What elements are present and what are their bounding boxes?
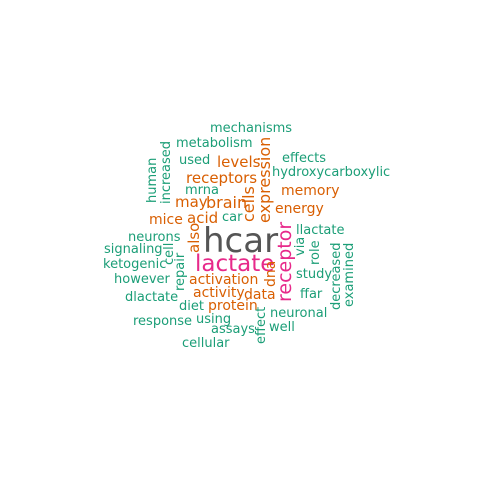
word-protein: protein: [208, 298, 258, 314]
word-llactate: llactate: [296, 223, 345, 238]
word-effects: effects: [282, 151, 326, 166]
word-brain: brain: [206, 193, 248, 212]
word-mice: mice: [149, 212, 183, 228]
word-cellular: cellular: [182, 336, 230, 351]
word-memory: memory: [281, 183, 340, 199]
word-diet: diet: [179, 299, 204, 314]
word-effect: effect: [254, 306, 269, 344]
word-neurons: neurons: [128, 230, 181, 245]
word-may: may: [175, 193, 208, 211]
word-metabolism: metabolism: [176, 136, 253, 151]
word-activity: activity: [193, 285, 245, 301]
word-repair: repair: [173, 252, 188, 291]
word-dlactate: dlactate: [125, 290, 179, 305]
word-increased: increased: [159, 140, 174, 204]
word-mrna: mrna: [185, 183, 219, 198]
word-using: using: [196, 312, 232, 327]
word-lactate: lactate: [195, 251, 275, 277]
word-energy: energy: [275, 201, 324, 217]
word-also: also: [185, 222, 203, 253]
word-signaling: signaling: [104, 242, 163, 257]
word-used: used: [179, 153, 211, 168]
word-human: human: [145, 157, 160, 203]
word-expression: expression: [255, 136, 274, 223]
word-via: via: [293, 236, 308, 256]
word-role: role: [308, 240, 323, 265]
word-dna: dna: [263, 260, 279, 287]
word-ffar: ffar: [300, 287, 323, 302]
word-mechanisms: mechanisms: [210, 121, 293, 136]
word-hcar: hcar: [203, 221, 279, 261]
word-well: well: [269, 320, 295, 335]
word-response: response: [133, 314, 193, 329]
word-ketogenic: ketogenic: [103, 257, 167, 272]
word-receptors: receptors: [186, 169, 258, 187]
word-acid: acid: [187, 209, 219, 227]
word-activation: activation: [189, 272, 259, 288]
word-examined: examined: [342, 242, 357, 307]
word-neuronal: neuronal: [270, 306, 328, 321]
word-however: however: [114, 272, 170, 287]
word-study: study: [296, 267, 333, 282]
word-levels: levels: [217, 153, 261, 171]
word-assays: assays: [211, 322, 255, 337]
word-data: data: [244, 287, 276, 303]
word-hydroxycarboxylic: hydroxycarboxylic: [272, 165, 391, 180]
word-car: car: [222, 210, 243, 225]
